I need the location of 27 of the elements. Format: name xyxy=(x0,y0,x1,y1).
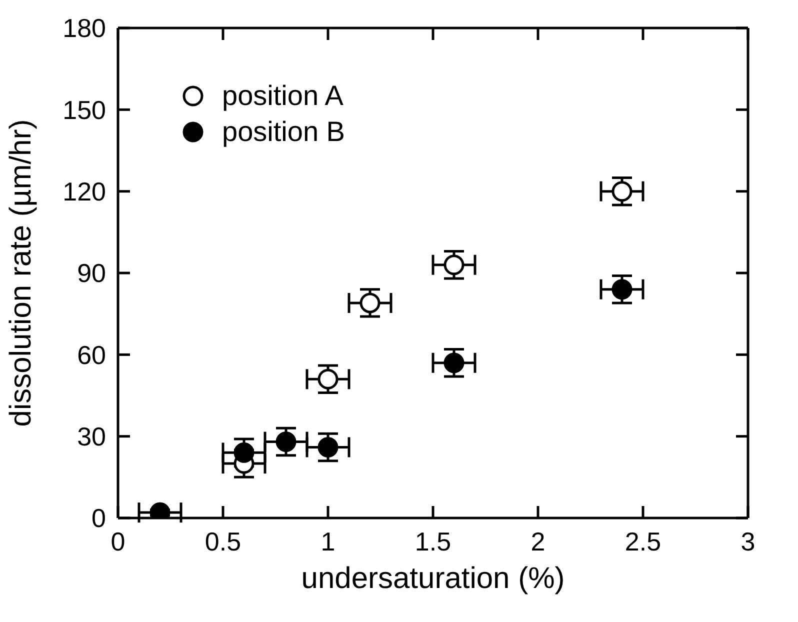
point xyxy=(360,292,380,314)
x-tick-label: 2 xyxy=(530,526,546,556)
y-tick-label: 0 xyxy=(92,503,106,534)
y-tick-label: 90 xyxy=(77,258,106,288)
point xyxy=(612,181,632,202)
y-tick-label: 150 xyxy=(62,94,106,125)
y-axis-title: dissolution rate (µm/hr) xyxy=(4,119,38,427)
y-tick-label: 120 xyxy=(62,176,106,207)
point xyxy=(444,352,464,374)
point xyxy=(444,254,464,276)
x-tick-label: 2.5 xyxy=(624,526,662,556)
x-tick-label: 1 xyxy=(320,526,336,556)
x-tick-label: 3 xyxy=(740,526,756,556)
y-tick-label: 60 xyxy=(77,340,106,370)
point xyxy=(318,368,338,390)
x-tick-label: 1.5 xyxy=(414,526,452,556)
y-tick-label: 180 xyxy=(62,13,106,44)
point xyxy=(276,432,296,452)
x-axis-title: undersaturation (%) xyxy=(301,562,565,595)
point xyxy=(612,279,632,300)
x-tick-label: 0.5 xyxy=(204,526,242,556)
x-tick-label: 0 xyxy=(110,526,126,556)
legend-label: position A xyxy=(222,80,344,112)
y-tick-label: 30 xyxy=(77,422,106,452)
point xyxy=(318,436,338,458)
point xyxy=(234,442,254,463)
legend-label: position B xyxy=(222,116,345,148)
